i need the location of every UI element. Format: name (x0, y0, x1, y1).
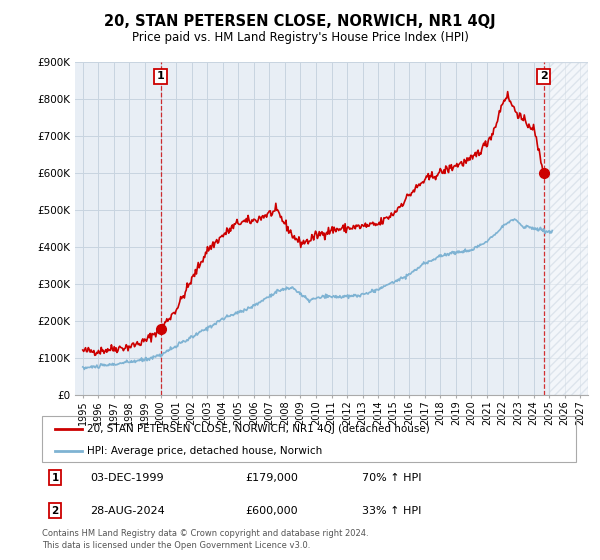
Text: 2: 2 (540, 72, 548, 81)
Text: 1: 1 (157, 72, 164, 81)
Text: 2: 2 (52, 506, 59, 516)
Text: This data is licensed under the Open Government Licence v3.0.: This data is licensed under the Open Gov… (42, 541, 310, 550)
Bar (549, 62, 588, 395)
Text: £600,000: £600,000 (245, 506, 298, 516)
Text: 20, STAN PETERSEN CLOSE, NORWICH, NR1 4QJ: 20, STAN PETERSEN CLOSE, NORWICH, NR1 4Q… (104, 14, 496, 29)
Text: 70% ↑ HPI: 70% ↑ HPI (362, 473, 422, 483)
Text: 28-AUG-2024: 28-AUG-2024 (90, 506, 165, 516)
Text: £179,000: £179,000 (245, 473, 298, 483)
Text: 33% ↑ HPI: 33% ↑ HPI (362, 506, 422, 516)
Text: 1: 1 (52, 473, 59, 483)
Text: 20, STAN PETERSEN CLOSE, NORWICH, NR1 4QJ (detached house): 20, STAN PETERSEN CLOSE, NORWICH, NR1 4Q… (88, 424, 430, 434)
Text: Price paid vs. HM Land Registry's House Price Index (HPI): Price paid vs. HM Land Registry's House … (131, 31, 469, 44)
Text: Contains HM Land Registry data © Crown copyright and database right 2024.: Contains HM Land Registry data © Crown c… (42, 529, 368, 538)
Text: HPI: Average price, detached house, Norwich: HPI: Average price, detached house, Norw… (88, 446, 323, 455)
Text: 03-DEC-1999: 03-DEC-1999 (90, 473, 164, 483)
